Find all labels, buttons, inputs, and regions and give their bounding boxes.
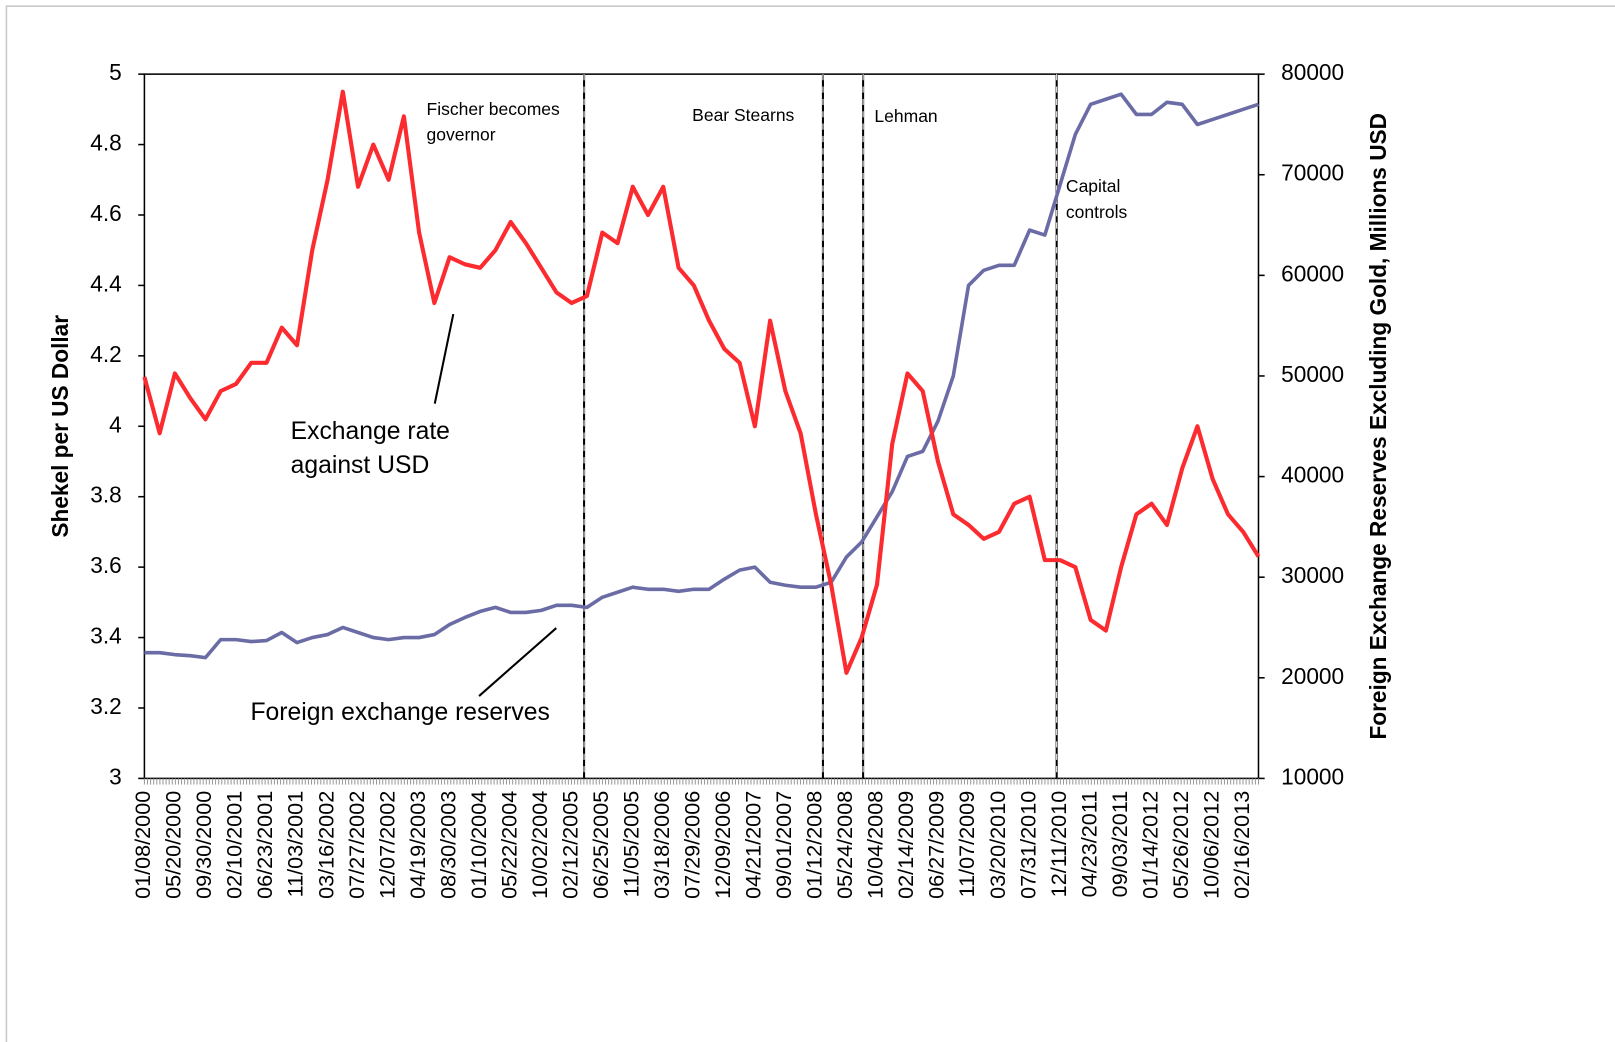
y-axis-label: Shekel per US Dollar	[47, 315, 73, 538]
y2-tick-label: 20000	[1281, 663, 1344, 689]
x-tick-label: 07/29/2006	[680, 791, 705, 899]
x-tick-label: 09/30/2000	[191, 791, 216, 899]
series-line	[142, 89, 1261, 675]
y2-tick-label: 50000	[1281, 361, 1344, 387]
x-tick-label: 05/26/2012	[1168, 791, 1193, 899]
y2-tick-label: 40000	[1281, 462, 1344, 488]
x-tick-label: 05/20/2000	[161, 791, 186, 899]
y-tick-label: 3.2	[90, 693, 121, 719]
x-tick-label: 02/10/2001	[222, 791, 247, 899]
x-tick-label: 07/27/2002	[344, 791, 369, 899]
event-label: Bear Stearns	[692, 105, 794, 125]
x-tick-label: 08/30/2003	[435, 791, 460, 899]
event-label: governor	[427, 125, 496, 145]
y-tick-label: 3.4	[90, 623, 121, 649]
plot-area	[143, 73, 1260, 780]
x-tick-label: 09/03/2011	[1107, 791, 1132, 898]
y-tick-label: 3	[109, 763, 122, 789]
x-tick-label: 11/07/2009	[954, 791, 979, 898]
x-tick-label: 05/22/2004	[496, 791, 521, 899]
y-tick-label: 4.4	[90, 270, 121, 296]
callout-pointer	[433, 313, 455, 404]
x-tick-label: 03/18/2006	[649, 791, 674, 899]
y-tick-label: 4.6	[90, 200, 121, 226]
x-tick-label: 04/23/2011	[1076, 791, 1101, 898]
y-tick-label: 5	[109, 59, 122, 85]
x-tick-label: 12/07/2002	[374, 791, 399, 899]
x-tick-label: 01/10/2004	[466, 791, 491, 899]
y2-tick-label: 30000	[1281, 562, 1344, 588]
x-tick-label: 04/19/2003	[405, 791, 430, 899]
series-line	[144, 92, 1260, 660]
y2-tick-label: 80000	[1281, 59, 1344, 85]
y-tick-label: 4	[109, 411, 122, 437]
x-tick-label: 10/06/2012	[1198, 791, 1223, 899]
x-tick-label: 02/14/2009	[893, 791, 918, 899]
x-tick-label: 11/03/2001	[283, 791, 308, 898]
x-tick-label: 05/24/2008	[832, 791, 857, 899]
callout-label: against USD	[291, 452, 430, 479]
x-tick-label: 06/23/2001	[252, 791, 277, 899]
x-tick-label: 03/20/2010	[985, 791, 1010, 899]
y-tick-label: 3.8	[90, 482, 121, 508]
x-tick-label: 04/21/2007	[741, 791, 766, 899]
x-tick-label: 01/08/2000	[130, 791, 155, 899]
x-tick-label: 01/14/2012	[1137, 791, 1162, 899]
event-label: Fischer becomes	[427, 99, 560, 119]
x-tick-label: 07/31/2010	[1015, 791, 1040, 899]
x-tick-label: 10/04/2008	[863, 791, 888, 899]
y2-tick-label: 70000	[1281, 160, 1344, 186]
y-tick-label: 4.8	[90, 130, 121, 156]
y2-axis-label: Foreign Exchange Reserves Excluding Gold…	[1365, 113, 1391, 740]
x-tick-label: 01/12/2008	[802, 791, 827, 899]
event-label: Capital	[1066, 176, 1120, 196]
x-tick-label: 10/02/2004	[527, 791, 552, 899]
x-tick-label: 02/12/2005	[557, 791, 582, 899]
callout-label: Foreign exchange reserves	[250, 699, 549, 726]
x-tick-label: 02/16/2013	[1229, 791, 1254, 899]
x-tick-label: 09/01/2007	[771, 791, 796, 899]
x-tick-label: 06/25/2005	[588, 791, 613, 899]
event-label: controls	[1066, 202, 1128, 222]
y-tick-label: 4.2	[90, 341, 121, 367]
y-tick-label: 3.6	[90, 552, 121, 578]
x-tick-label: 12/09/2006	[710, 791, 735, 899]
y2-tick-label: 60000	[1281, 260, 1344, 286]
callout-label: Exchange rate	[291, 418, 450, 445]
x-tick-label: 06/27/2009	[924, 791, 949, 899]
x-tick-label: 03/16/2002	[313, 791, 338, 899]
y2-tick-label: 10000	[1281, 763, 1344, 789]
x-tick-label: 12/11/2010	[1046, 791, 1071, 898]
x-tick-label: 11/05/2005	[618, 791, 643, 898]
callout-pointer	[478, 627, 557, 697]
event-label: Lehman	[874, 106, 937, 126]
